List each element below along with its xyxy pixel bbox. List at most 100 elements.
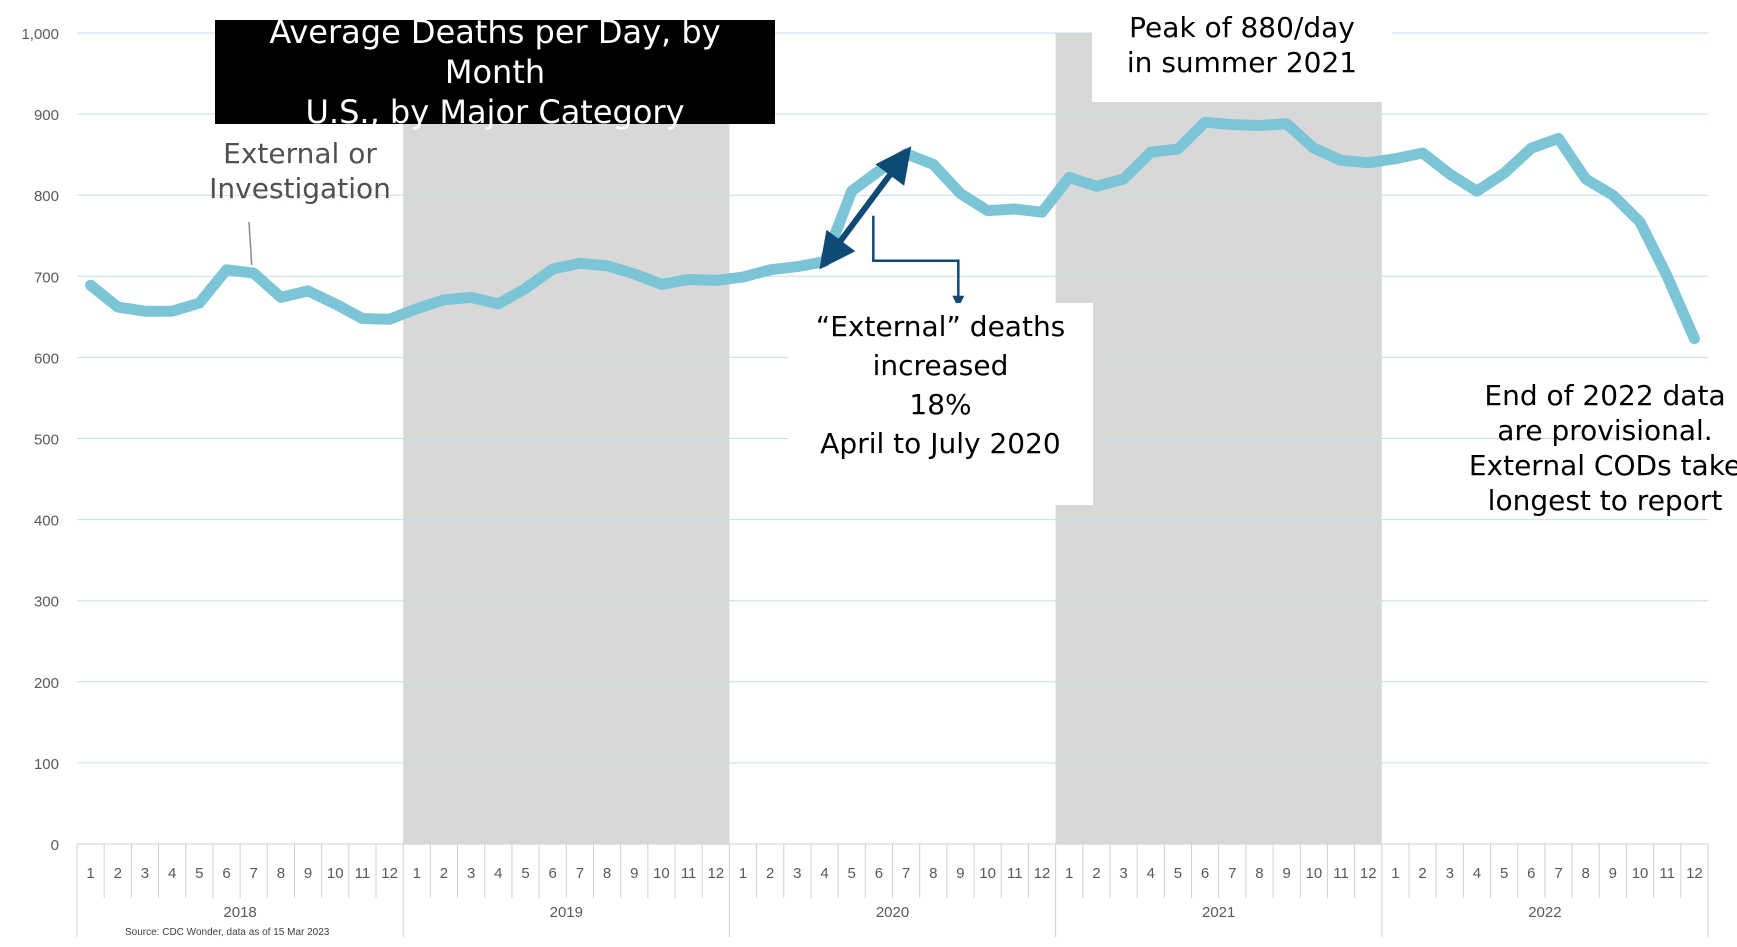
x-tick-month: 3 (1119, 865, 1127, 882)
x-tick-month: 10 (1305, 865, 1322, 882)
data-point (1094, 184, 1098, 188)
data-point (741, 275, 745, 279)
data-point (551, 267, 555, 271)
x-tick-month: 4 (1473, 865, 1481, 882)
x-tick-month: 2 (440, 865, 448, 882)
y-tick-label: 100 (34, 756, 59, 773)
data-point (823, 260, 827, 264)
increase-pointer-head (952, 295, 965, 308)
data-point (632, 272, 636, 276)
data-point (1611, 193, 1615, 197)
x-tick-month: 4 (1147, 865, 1155, 882)
data-point (1638, 220, 1642, 224)
x-tick-month: 5 (848, 865, 856, 882)
x-tick-month: 8 (603, 865, 611, 882)
data-point (225, 268, 229, 272)
data-point (1366, 161, 1370, 165)
data-point (1230, 123, 1234, 127)
data-point (1502, 171, 1506, 175)
peak-annotation-line-1: Peak of 880/day (1129, 11, 1355, 44)
data-point (877, 169, 881, 173)
x-tick-month: 4 (168, 865, 176, 882)
y-tick-label: 800 (34, 188, 59, 205)
data-point (1067, 175, 1071, 179)
x-tick-month: 5 (521, 865, 529, 882)
data-point (605, 264, 609, 268)
x-tick-month: 1 (739, 865, 747, 882)
series-label-leader (248, 221, 253, 266)
data-point (469, 295, 473, 299)
x-tick-month: 8 (277, 865, 285, 882)
x-tick-month: 5 (195, 865, 203, 882)
data-point (1529, 146, 1533, 150)
x-tick-month: 12 (381, 865, 398, 882)
increase-annotation-line-2: increased (872, 349, 1009, 382)
data-point (1692, 337, 1696, 341)
x-tick-month: 9 (304, 865, 312, 882)
x-tick-month: 12 (1034, 865, 1051, 882)
x-tick-month: 6 (1527, 865, 1535, 882)
x-tick-month: 11 (681, 865, 697, 882)
data-point (931, 162, 935, 166)
x-tick-month: 7 (250, 865, 258, 882)
x-tick-month: 11 (1007, 865, 1023, 882)
data-point (1257, 123, 1261, 127)
x-tick-year: 2018 (223, 904, 256, 921)
x-tick-month: 11 (1333, 865, 1349, 882)
data-point (687, 278, 691, 282)
peak-annotation: Peak of 880/day in summer 2021 (1092, 6, 1392, 102)
x-tick-month: 3 (141, 865, 149, 882)
x-axis: 1 2 3 4 5 6 7 8 9 10 11 12 1 2 3 4 5 6 7 8 9 10 11 12 1 2 3 4 5 6 7 8 9 1… (76, 843, 1709, 937)
x-tick-month: 1 (86, 865, 94, 882)
provisional-annotation-line-2: are provisional. (1497, 414, 1713, 447)
increase-arrow (819, 146, 912, 270)
y-tick-label: 900 (34, 107, 59, 124)
data-point (578, 261, 582, 265)
data-point (1203, 120, 1207, 124)
x-tick-year: 2022 (1528, 904, 1561, 921)
data-point (1122, 177, 1126, 181)
y-tick-label: 700 (34, 269, 59, 286)
x-tick-year: 2020 (876, 904, 909, 921)
increase-annotation-line-4: April to July 2020 (820, 427, 1061, 460)
data-point (1312, 146, 1316, 150)
data-point (170, 309, 174, 313)
data-point (496, 302, 500, 306)
y-tick-label: 400 (34, 513, 59, 530)
source-note: Source: CDC Wonder, data as of 15 Mar 20… (125, 927, 330, 938)
x-tick-month: 11 (355, 865, 371, 882)
data-point (1421, 151, 1425, 155)
x-tick-month: 12 (1360, 865, 1377, 882)
x-tick-month: 9 (956, 865, 964, 882)
x-tick-month: 5 (1174, 865, 1182, 882)
y-tick-label: 500 (34, 432, 59, 449)
data-point (388, 317, 392, 321)
x-tick-month: 6 (222, 865, 230, 882)
chart-title: Average Deaths per Day, by Month U.S., b… (215, 13, 775, 131)
y-tick-label: 600 (34, 350, 59, 367)
x-tick-month: 8 (1255, 865, 1263, 882)
data-point (279, 295, 283, 299)
data-point (1665, 274, 1669, 278)
x-tick-month: 10 (1632, 865, 1649, 882)
data-point (89, 283, 93, 287)
data-point (986, 209, 990, 213)
data-point (1339, 158, 1343, 162)
data-point (1013, 207, 1017, 211)
x-tick-month: 10 (979, 865, 996, 882)
x-tick-month: 1 (413, 865, 421, 882)
y-tick-label: 1,000 (21, 26, 59, 43)
data-point (1285, 122, 1289, 126)
increase-annotation: “External” deaths increased 18% April to… (788, 303, 1093, 505)
provisional-annotation: End of 2022 data are provisional. Extern… (1455, 378, 1737, 548)
x-tick-month: 3 (467, 865, 475, 882)
x-tick-month: 9 (1282, 865, 1290, 882)
data-point (904, 152, 908, 156)
x-tick-month: 3 (793, 865, 801, 882)
data-point (958, 192, 962, 196)
x-tick-month: 6 (875, 865, 883, 882)
x-tick-month: 2 (1418, 865, 1426, 882)
x-tick-month: 7 (576, 865, 584, 882)
series-label-line-1: External or (223, 137, 377, 170)
data-point (197, 301, 201, 305)
